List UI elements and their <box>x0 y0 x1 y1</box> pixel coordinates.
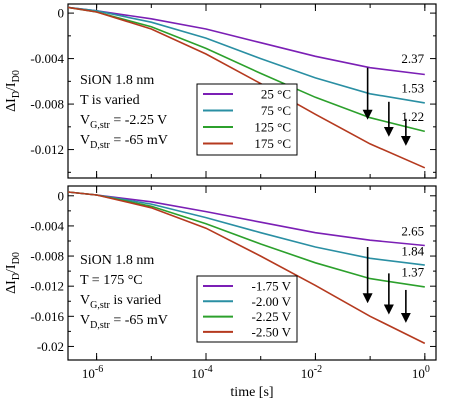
y-tick-label: 0 <box>58 6 65 21</box>
y-tick-label: -0.016 <box>30 309 64 324</box>
note-rest: is varied <box>110 293 161 308</box>
legend-label: -2.50 V <box>252 324 292 339</box>
x-tick-label: 10-4 <box>191 364 212 381</box>
note-subscript: G,str <box>90 300 110 311</box>
y-title-sub: D0 <box>11 252 22 264</box>
series-group <box>68 6 426 169</box>
legend-label: 25 °C <box>261 87 291 102</box>
y-title-sub: D <box>11 91 22 98</box>
ratio-label: 1.22 <box>401 109 424 124</box>
y-tick-label: 0 <box>58 188 65 203</box>
y-title-sub: D0 <box>11 70 22 82</box>
note-rest: = -65 mV <box>110 313 168 328</box>
y-axis-title: ΔID/ID0 <box>4 70 22 112</box>
annotation-note: VD,str = -65 mV <box>80 133 168 151</box>
x-tick-base: 10 <box>301 366 314 381</box>
annotation-note: VG,str = -2.25 V <box>80 113 167 131</box>
y-tick-label: -0.012 <box>30 279 64 294</box>
x-tick-base: 10 <box>191 366 204 381</box>
chart-panel-1: 0 -0.004 -0.008 -0.012 ΔID/ID0 2.37 1.53 1.22 Si… <box>4 3 437 179</box>
y-tick-label: -0.004 <box>30 218 64 233</box>
note-rest: = -65 mV <box>110 133 168 148</box>
note-subscript: G,str <box>90 120 110 131</box>
legend-label: -1.75 V <box>252 279 292 294</box>
legend-label: -2.00 V <box>252 294 292 309</box>
y-tick-label: -0.02 <box>37 339 64 354</box>
y-tick-label: -0.012 <box>30 142 64 157</box>
y-title-main: ΔI <box>4 280 19 294</box>
ratio-label: 1.37 <box>401 264 424 279</box>
legend-label: -2.25 V <box>252 309 292 324</box>
y-tick-label: -0.008 <box>30 249 64 264</box>
ratio-label: 2.65 <box>401 224 424 239</box>
annotation-note: SiON 1.8 nm <box>80 73 154 88</box>
y-tick-label: -0.004 <box>30 51 64 66</box>
annotation-note: VD,str = -65 mV <box>80 313 168 331</box>
y-title-mid: /I <box>4 82 19 91</box>
ratio-label: 1.53 <box>401 81 424 96</box>
x-tick-base: 10 <box>412 366 425 381</box>
series-line-2 <box>68 6 425 104</box>
legend-label: 75 °C <box>261 103 291 118</box>
annotation-note: T is varied <box>80 93 140 108</box>
x-tick-label: 10-6 <box>82 364 103 381</box>
ratio-label: 1.84 <box>401 243 424 258</box>
note-main: V <box>80 113 90 128</box>
annotation-note: SiON 1.8 nm <box>80 253 154 268</box>
y-tick-label: -0.008 <box>30 97 64 112</box>
legend-label: 125 °C <box>254 120 291 135</box>
y-title-sub: D <box>11 273 22 280</box>
plot-frame <box>67 185 437 361</box>
y-title-mid: /I <box>4 264 19 273</box>
plot-frame <box>67 3 437 179</box>
x-tick-exponent: 0 <box>425 364 430 375</box>
note-main: V <box>80 293 90 308</box>
y-axis-title: ΔID/ID0 <box>4 252 22 294</box>
note-rest: = -2.25 V <box>110 113 167 128</box>
annotation-note: T = 175 °C <box>80 273 143 288</box>
ratio-label: 2.37 <box>401 51 424 66</box>
series-line-1 <box>68 6 425 76</box>
x-tick-base: 10 <box>82 366 95 381</box>
legend-label: 175 °C <box>254 136 291 151</box>
x-tick-exponent: -4 <box>204 364 212 375</box>
x-tick-label: 10-2 <box>301 364 322 381</box>
annotation-note: VG,str is varied <box>80 293 161 311</box>
series-line-4 <box>68 191 426 345</box>
series-line-4 <box>68 6 426 169</box>
x-tick-exponent: -6 <box>95 364 103 375</box>
note-subscript: D,str <box>90 320 110 331</box>
note-subscript: D,str <box>90 140 110 151</box>
series-group <box>68 191 426 345</box>
x-axis-title: time [s] <box>230 385 273 400</box>
x-tick-exponent: -2 <box>314 364 322 375</box>
note-main: V <box>80 133 90 148</box>
y-title-main: ΔI <box>4 98 19 112</box>
x-tick-label: 100 <box>412 364 430 381</box>
note-main: V <box>80 313 90 328</box>
